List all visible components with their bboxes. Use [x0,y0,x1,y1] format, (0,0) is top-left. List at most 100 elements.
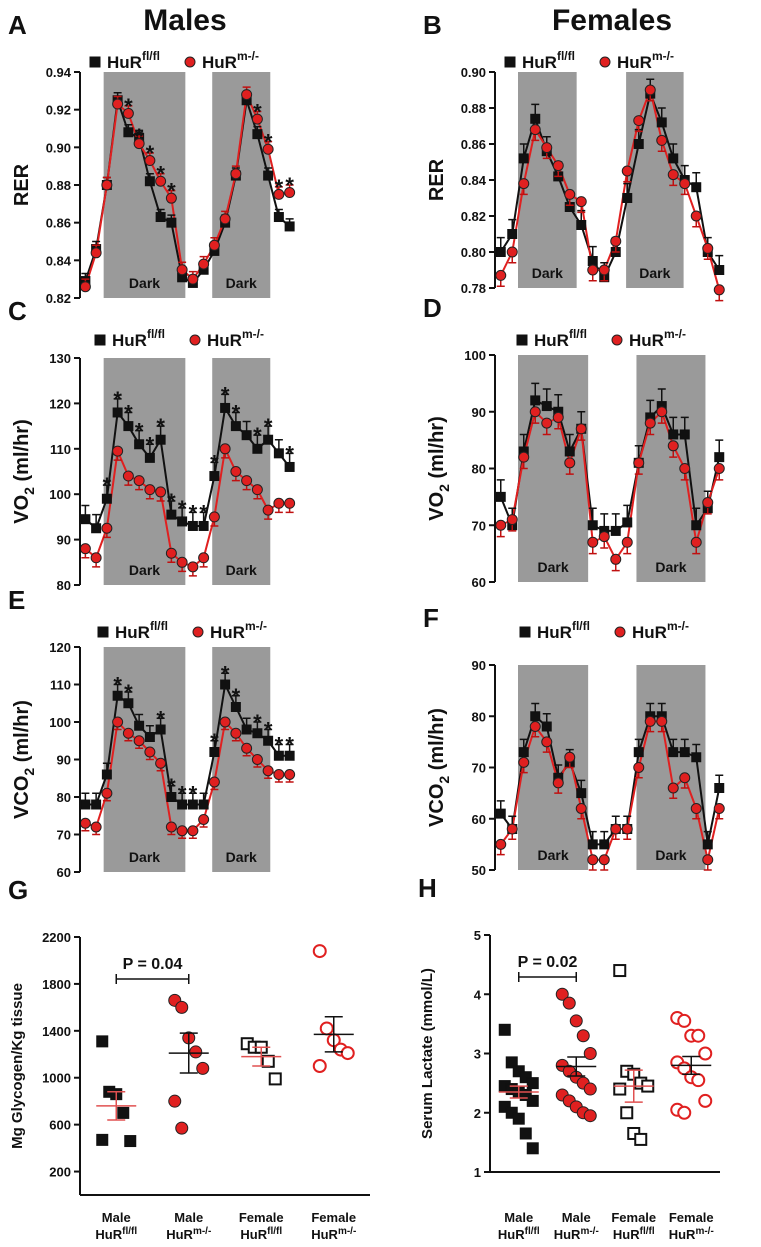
significance-star: * [146,432,155,457]
marker [241,475,253,487]
marker [80,514,91,525]
y-tick-label: 0.80 [461,245,486,260]
marker [198,258,210,270]
marker [133,475,145,487]
legend-label: HuRm-/- [202,49,259,72]
significance-star: * [146,141,155,166]
marker [656,715,668,727]
marker [598,531,610,543]
marker [583,1109,597,1123]
x-tick-label: Female [239,1210,284,1225]
significance-star: * [124,680,133,705]
marker [622,517,633,528]
marker [220,679,231,690]
legend-name: HuR [522,53,557,72]
y-tick-label: 0.84 [461,173,487,188]
marker [656,406,668,418]
heading: Females [552,4,672,37]
marker [679,463,691,474]
dark-label: Dark [129,849,160,865]
marker [176,825,188,837]
y-tick-label: 0.84 [46,253,72,268]
sem-bar [107,1091,126,1121]
marker [633,139,644,149]
marker [144,155,156,167]
marker [230,168,242,180]
y-tick-label: 100 [49,487,71,502]
significance-star: * [253,100,262,125]
marker [94,334,106,346]
marker [144,732,155,742]
marker [124,1135,137,1148]
legend-name: HuR [629,331,664,350]
x-tick-label: Female [611,1210,656,1225]
marker [284,497,296,509]
marker [552,411,564,423]
marker [690,536,702,548]
marker [611,334,623,346]
marker [541,736,553,748]
marker [252,129,263,140]
marker [230,421,241,432]
dark-label: Dark [655,847,686,863]
marker [96,1133,109,1146]
significance-star: * [275,733,284,758]
marker [495,491,506,502]
marker [644,417,656,429]
y-axis-label-text: RER [426,158,448,201]
legend-label: HuRm-/- [210,619,267,642]
marker [714,265,725,275]
y-tick-label: 0.94 [46,65,72,80]
significance-star: * [156,414,165,439]
y-tick-label: 80 [57,578,71,593]
y-tick-label: 0.88 [461,101,486,116]
marker [498,1023,511,1036]
significance-star: * [221,661,230,686]
marker [529,721,541,732]
x-tick-name: HuR [669,1227,696,1242]
x-tick-sup: fl/fl [525,1226,540,1237]
marker [273,750,284,761]
x-tick-name: HuR [613,1227,640,1242]
x-tick-sup: m-/- [338,1226,356,1237]
panel-letter: B [423,10,442,40]
y-tick-label: 110 [50,678,71,693]
marker [187,799,198,810]
marker [134,439,145,450]
y-tick-label: 2200 [42,930,71,945]
marker [587,839,598,850]
marker [691,182,702,193]
legend-name: HuR [632,623,667,642]
marker [112,716,124,728]
marker [134,720,145,731]
marker [96,1035,109,1048]
y-tick-label: 60 [472,575,486,590]
marker [312,1059,327,1073]
marker [575,803,587,814]
marker [690,210,702,222]
marker [495,519,507,531]
legend-name: HuR [534,331,569,350]
y-tick-label: 1 [474,1165,481,1180]
marker [610,525,621,536]
marker [679,178,691,190]
marker [679,747,690,758]
x-tick-label: HuRm-/- [669,1226,714,1242]
marker [530,113,541,124]
legend-sup: fl/fl [569,327,587,341]
sem-bar [567,1056,586,1077]
marker [319,1021,334,1036]
marker [90,552,102,564]
dark-period [103,358,186,585]
legend-label: HuRfl/fl [115,619,168,642]
y-tick-label: 110 [50,442,71,457]
marker [599,56,611,68]
marker [80,799,91,810]
marker [165,192,177,204]
significance-star: * [264,414,273,439]
marker [101,769,112,780]
marker [495,269,507,281]
marker [541,417,553,429]
y-axis-label: VO2 (ml/hr) [11,419,37,523]
